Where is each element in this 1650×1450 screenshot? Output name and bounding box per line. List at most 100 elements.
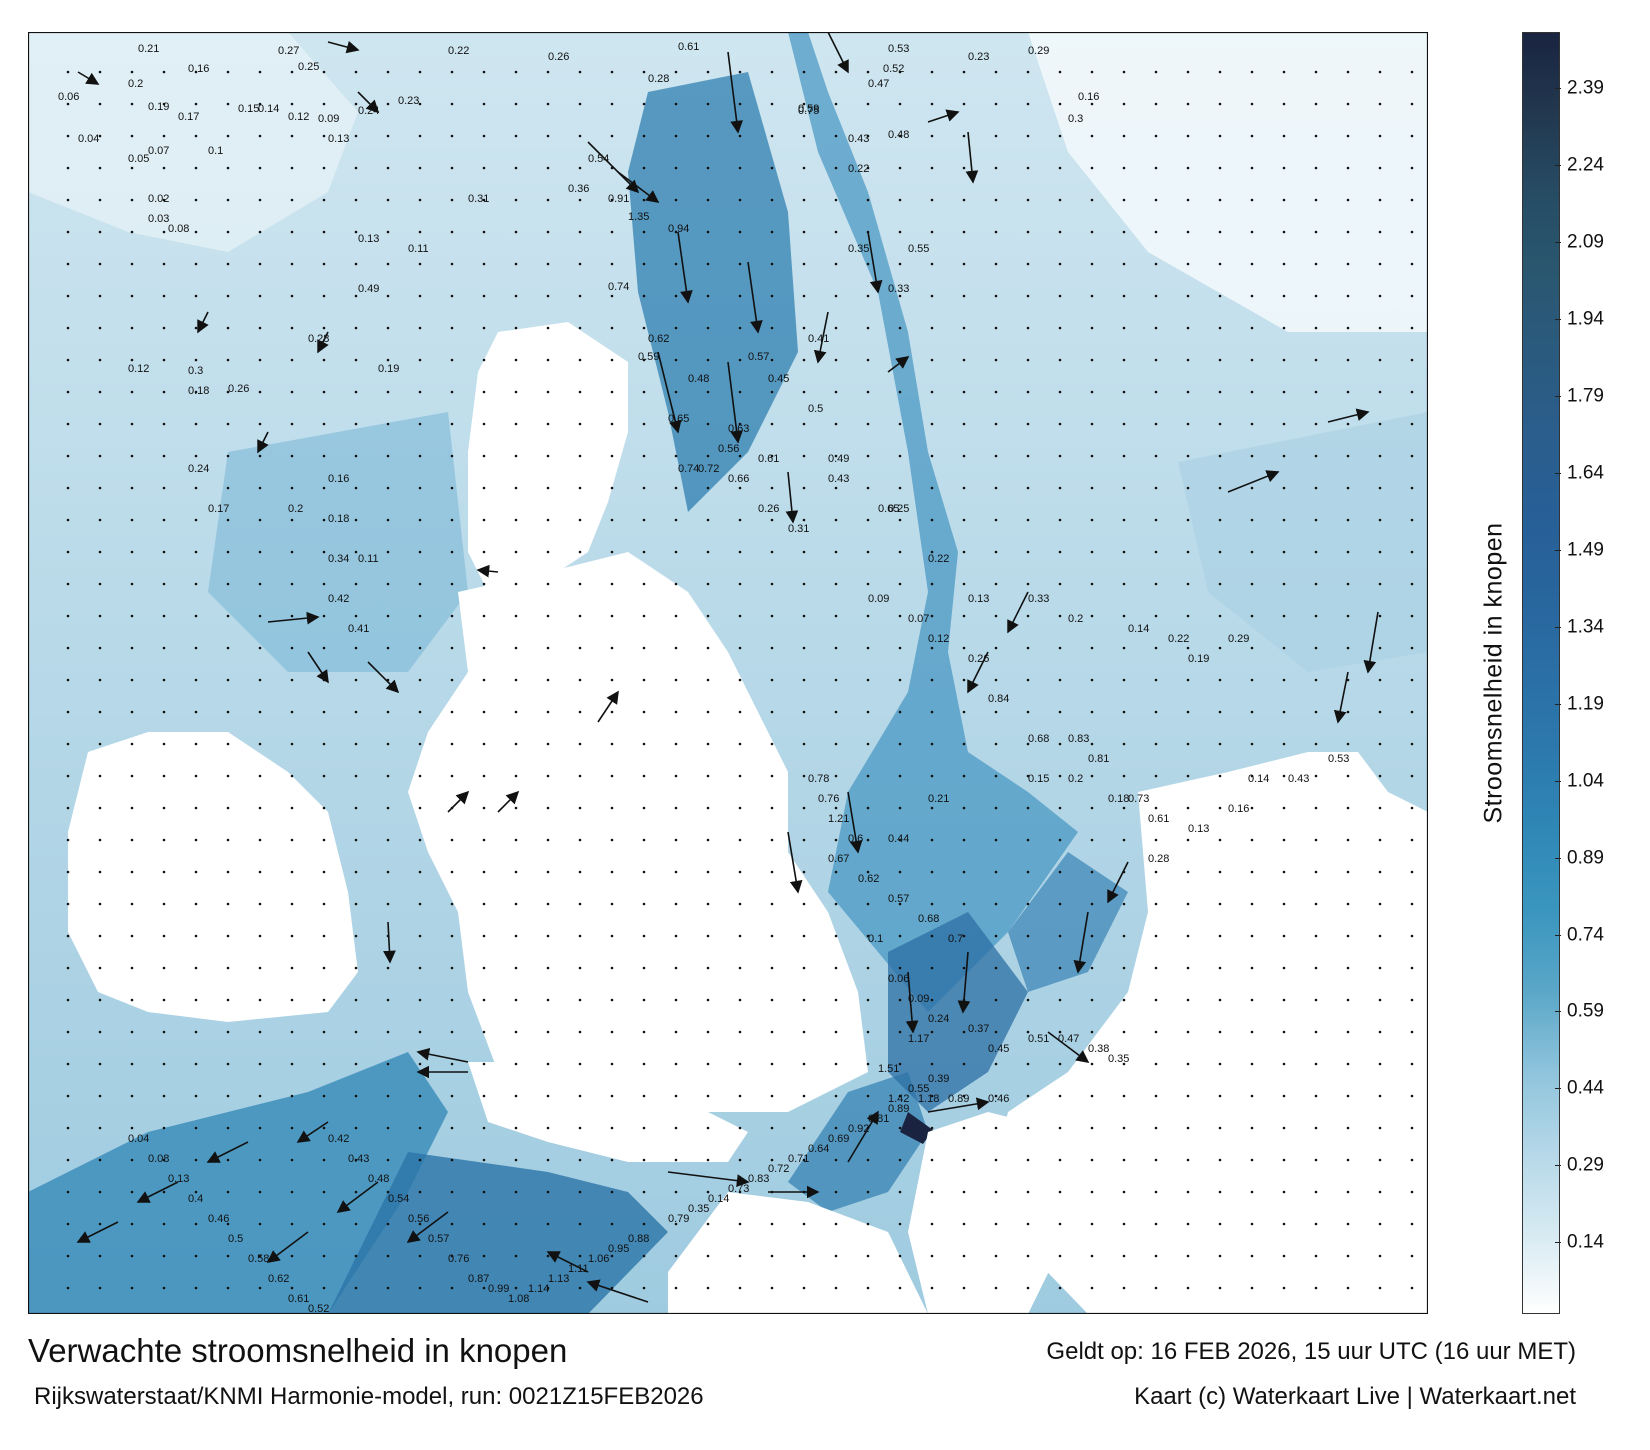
grid-dot: [866, 966, 870, 970]
speed-labels: 0.21 0.27 0.260.61 0.530.23 0.290.160.20.220…: [58, 41, 1349, 1314]
grid-dot: [898, 102, 902, 106]
grid-dot: [642, 966, 646, 970]
speed-label: 0.16: [328, 473, 349, 485]
grid-dot: [738, 1190, 742, 1194]
grid-dot: [194, 966, 198, 970]
grid-dot: [1378, 70, 1382, 74]
grid-dot: [1346, 358, 1350, 362]
grid-dot: [546, 582, 550, 586]
grid-dot: [226, 198, 230, 202]
grid-dot: [610, 70, 614, 74]
grid-dot: [962, 294, 966, 298]
grid-dot: [610, 966, 614, 970]
grid-dot: [482, 1286, 486, 1290]
grid-dot: [130, 1062, 134, 1066]
grid-dot: [962, 934, 966, 938]
speed-label: 1.14: [528, 1283, 549, 1295]
grid-dot: [1218, 294, 1222, 298]
grid-dot: [674, 1222, 678, 1226]
grid-dot: [386, 358, 390, 362]
grid-dot: [418, 1094, 422, 1098]
speed-label: 0.5: [808, 403, 823, 415]
grid-dot: [226, 582, 230, 586]
grid-dot: [66, 358, 70, 362]
speed-label: 0.17: [208, 503, 229, 515]
grid-dot: [1282, 806, 1286, 810]
grid-dot: [610, 422, 614, 426]
grid-dot: [226, 134, 230, 138]
grid-dot: [354, 614, 358, 618]
grid-dot: [1218, 998, 1222, 1002]
grid-dot: [1378, 678, 1382, 682]
speed-label: 0.69: [828, 1133, 849, 1145]
grid-dot: [450, 582, 454, 586]
grid-dot: [1410, 134, 1414, 138]
grid-dot: [1250, 614, 1254, 618]
grid-dot: [322, 422, 326, 426]
grid-dot: [1218, 166, 1222, 170]
grid-dot: [1378, 294, 1382, 298]
grid-dot: [290, 582, 294, 586]
grid-dot: [962, 774, 966, 778]
grid-dot: [1410, 934, 1414, 938]
grid-dot: [1154, 614, 1158, 618]
grid-dot: [482, 998, 486, 1002]
grid-dot: [482, 614, 486, 618]
grid-dot: [1122, 966, 1126, 970]
grid-dot: [66, 582, 70, 586]
speed-label: 0.49: [358, 283, 379, 295]
grid-dot: [1122, 934, 1126, 938]
grid-dot: [1314, 390, 1318, 394]
grid-dot: [642, 806, 646, 810]
grid-dot: [1378, 870, 1382, 874]
grid-dot: [546, 934, 550, 938]
grid-dot: [674, 134, 678, 138]
grid-dot: [770, 582, 774, 586]
grid-dot: [738, 966, 742, 970]
grid-dot: [1090, 102, 1094, 106]
speed-label: 0.29: [1028, 45, 1049, 57]
grid-dot: [1058, 1286, 1062, 1290]
grid-dot: [642, 102, 646, 106]
grid-dot: [706, 422, 710, 426]
grid-dot: [994, 1190, 998, 1194]
grid-dot: [706, 326, 710, 330]
grid-dot: [1026, 1030, 1030, 1034]
colorbar-tick-mark: [1555, 242, 1561, 244]
grid-dot: [66, 934, 70, 938]
grid-dot: [1410, 710, 1414, 714]
grid-dot: [66, 518, 70, 522]
grid-dot: [866, 1222, 870, 1226]
grid-dot: [354, 1030, 358, 1034]
grid-dot: [770, 774, 774, 778]
grid-dot: [162, 390, 166, 394]
grid-dot: [226, 166, 230, 170]
grid-dot: [1314, 646, 1318, 650]
grid-dot: [258, 614, 262, 618]
grid-dot: [258, 134, 262, 138]
grid-dot: [706, 70, 710, 74]
grid-dot: [962, 486, 966, 490]
land-masses: [68, 322, 1428, 1314]
grid-dot: [1250, 1158, 1254, 1162]
grid-dot: [802, 550, 806, 554]
grid-dot: [130, 390, 134, 394]
grid-dot: [930, 1190, 934, 1194]
grid-dot: [994, 582, 998, 586]
grid-dot: [1282, 102, 1286, 106]
grid-dot: [98, 806, 102, 810]
grid-dot: [130, 1126, 134, 1130]
speed-label: 1.18: [918, 1093, 939, 1105]
grid-dot: [162, 646, 166, 650]
grid-dot: [578, 102, 582, 106]
grid-dot: [546, 1030, 550, 1034]
grid-dot: [1346, 1158, 1350, 1162]
grid-dot: [482, 358, 486, 362]
grid-dot: [706, 1158, 710, 1162]
speed-label: 0.73: [728, 1183, 749, 1195]
grid-dot: [898, 1158, 902, 1162]
grid-dot: [738, 102, 742, 106]
current-speed-map[interactable]: 0.21 0.27 0.26 0.61 0.53 0.23 0.29 0.16 0.2 0.22 0…: [28, 32, 1428, 1314]
grid-dot: [1026, 838, 1030, 842]
grid-dot: [706, 198, 710, 202]
